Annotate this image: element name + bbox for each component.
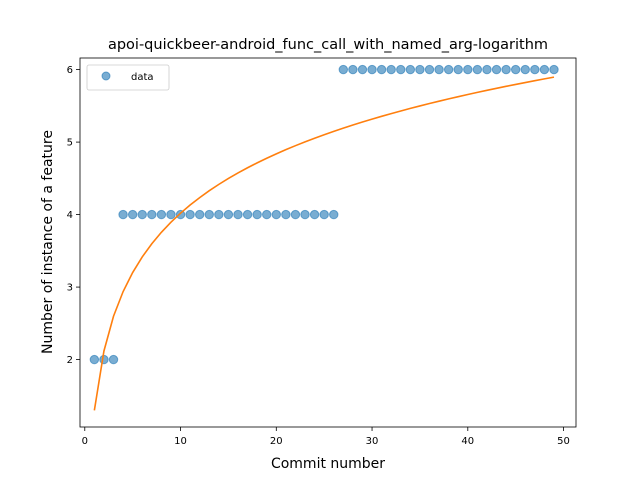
data-point (108, 354, 119, 365)
data-point (89, 354, 100, 365)
data-point (539, 64, 550, 75)
data-point (405, 64, 416, 75)
data-point (463, 64, 473, 75)
data-point (252, 209, 262, 220)
data-point (348, 64, 358, 75)
data-point (338, 64, 349, 75)
data-point (185, 209, 195, 220)
data-point (99, 354, 109, 365)
legend-label: data (131, 72, 154, 83)
data-point (262, 209, 272, 220)
data-point (137, 209, 147, 220)
data-point (443, 64, 454, 75)
data-point (329, 209, 339, 220)
data-point (482, 64, 492, 75)
y-tick-label: 2 (67, 355, 73, 366)
data-point (424, 64, 435, 75)
data-point (530, 64, 540, 75)
legend-box (86, 64, 170, 91)
data-point (510, 64, 521, 75)
y-tick-label: 3 (67, 283, 73, 294)
y-tick-label: 4 (67, 210, 73, 221)
data-point (472, 64, 483, 75)
data-point (367, 64, 377, 75)
data-point (501, 64, 511, 75)
x-axis-label: Commit number (271, 456, 385, 472)
x-tick-label: 30 (366, 436, 379, 447)
data-point (357, 64, 368, 75)
data-point (300, 209, 310, 220)
y-tick-label: 5 (67, 138, 73, 149)
x-tick-label: 50 (557, 436, 570, 447)
x-tick-label: 10 (174, 436, 187, 447)
data-point (491, 64, 502, 75)
plot-frame (79, 57, 577, 428)
data-point (118, 209, 128, 220)
data-point (396, 64, 406, 75)
data-point (271, 209, 281, 220)
data-point (520, 64, 530, 75)
data-point (453, 64, 463, 75)
chart-title: apoi-quickbeer-android_func_call_with_na… (108, 37, 548, 53)
data-point (290, 209, 301, 220)
x-tick-label: 0 (82, 436, 88, 447)
data-point (309, 209, 320, 220)
data-point (147, 209, 157, 220)
y-axis-label: Number of instance of a feature (40, 130, 56, 354)
data-point (156, 209, 167, 220)
plot-marks (89, 64, 559, 411)
data-point (223, 209, 234, 220)
data-point (194, 209, 205, 220)
x-tick-label: 40 (461, 436, 474, 447)
data-point (376, 64, 387, 75)
data-point (386, 64, 396, 75)
x-tick-label: 20 (270, 436, 283, 447)
data-point (549, 64, 559, 75)
data-point (214, 209, 224, 220)
y-tick-label: 6 (67, 65, 73, 76)
plot-area (80, 58, 576, 427)
legend: data (86, 64, 170, 91)
data-point (242, 209, 253, 220)
data-point (127, 209, 138, 220)
fit-line (93, 76, 555, 411)
data-point (415, 64, 425, 75)
x-axis-ticks: 0 10 20 30 40 50 (82, 427, 570, 447)
data-point (166, 209, 176, 220)
legend-marker (101, 71, 111, 81)
y-axis-ticks: 2 3 4 5 6 (67, 65, 80, 366)
data-point (204, 209, 214, 220)
data-point (281, 209, 291, 220)
data-point (319, 209, 329, 220)
data-point (233, 209, 243, 220)
data-point (434, 64, 444, 75)
data-point (175, 209, 186, 220)
